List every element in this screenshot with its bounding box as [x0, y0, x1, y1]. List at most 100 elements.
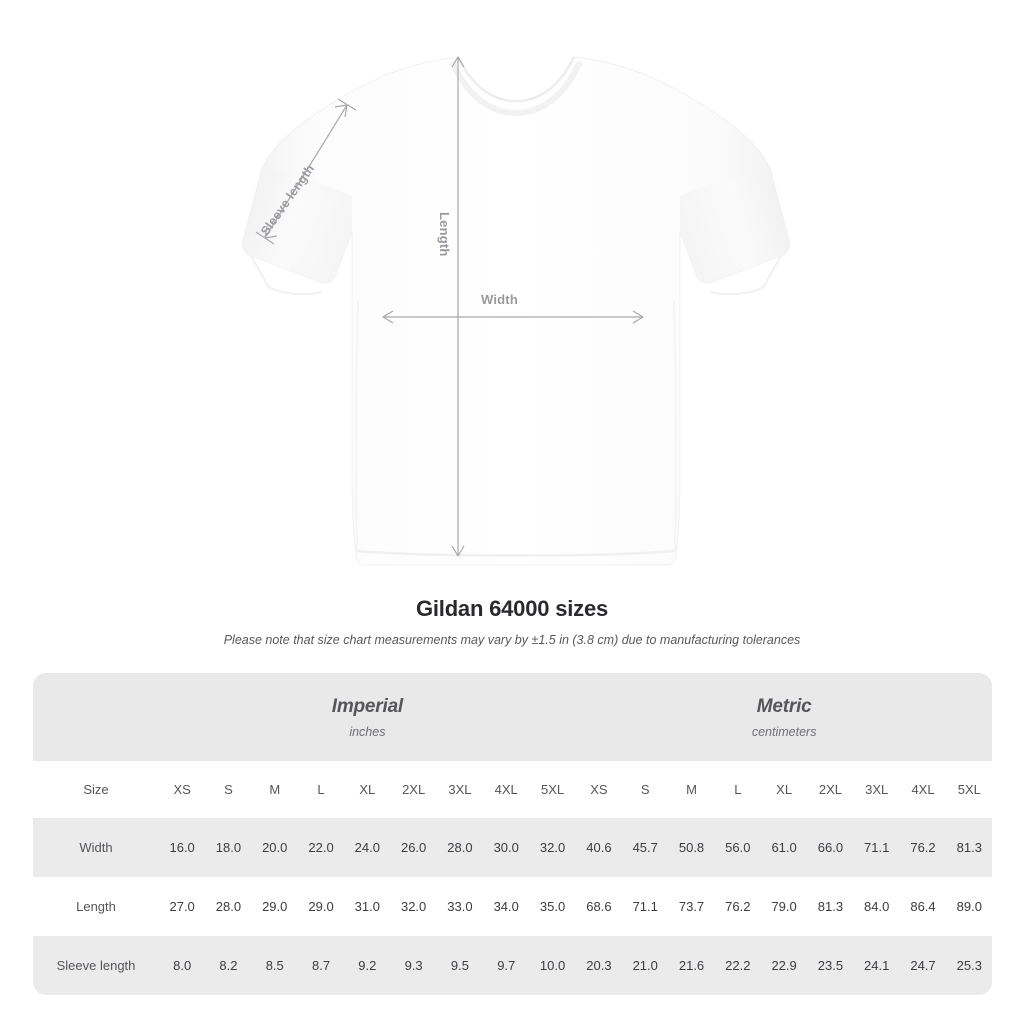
measurement-cell: 27.0 — [159, 877, 206, 936]
measurement-cell: 9.5 — [436, 936, 484, 995]
title-block: Gildan 64000 sizes Please note that size… — [0, 596, 1024, 647]
size-column-header: S — [622, 761, 669, 818]
unit-system-metric: Metric centimeters — [575, 673, 992, 761]
measurement-cell: 20.3 — [575, 936, 623, 995]
measurement-cell: 33.0 — [436, 877, 484, 936]
measurement-cell: 28.0 — [436, 818, 484, 877]
sleeve-dimension-arrow — [255, 98, 357, 245]
tshirt-body-shape — [241, 56, 791, 566]
measurement-cell: 23.5 — [807, 936, 854, 995]
measurement-cell: 35.0 — [529, 877, 576, 936]
measurement-cell: 8.5 — [251, 936, 298, 995]
measurement-cell: 10.0 — [529, 936, 576, 995]
measurement-cell: 22.9 — [760, 936, 808, 995]
size-column-header: 3XL — [436, 761, 484, 818]
measurement-cell: 22.0 — [297, 818, 345, 877]
measurement-cell: 8.0 — [159, 936, 206, 995]
measurement-cell: 9.3 — [390, 936, 437, 995]
measurement-cell: 45.7 — [622, 818, 669, 877]
measurement-cell: 66.0 — [807, 818, 854, 877]
unit-system-metric-name: Metric — [756, 695, 812, 717]
measurement-cell: 40.6 — [575, 818, 623, 877]
measurement-cell: 71.1 — [622, 877, 669, 936]
size-column-header: XL — [344, 761, 391, 818]
length-label: Length — [437, 212, 452, 257]
measurement-cell: 24.7 — [899, 936, 947, 995]
table-row: Sleeve length 8.0 8.2 8.5 8.7 9.2 9.3 9.… — [33, 936, 992, 995]
size-column-header: M — [668, 761, 715, 818]
size-column-header: M — [251, 761, 298, 818]
tshirt-diagram: Width Length Sleeve length — [241, 56, 791, 566]
row-label-length: Length — [33, 877, 159, 936]
size-column-header: 4XL — [899, 761, 947, 818]
measurement-cell: 20.0 — [251, 818, 298, 877]
measurement-cell: 25.3 — [946, 936, 992, 995]
length-dimension-arrow — [451, 56, 465, 557]
measurement-cell: 61.0 — [760, 818, 808, 877]
row-label-sleeve-length: Sleeve length — [33, 936, 159, 995]
size-chart-table-wrapper: Imperial inches Metric centimeters Size … — [33, 673, 992, 995]
measurement-cell: 56.0 — [714, 818, 761, 877]
measurement-cell: 24.0 — [344, 818, 391, 877]
dimension-lines — [255, 56, 644, 557]
measurement-cell: 8.7 — [297, 936, 345, 995]
measurement-cell: 31.0 — [344, 877, 391, 936]
measurement-cell: 32.0 — [390, 877, 437, 936]
unit-system-imperial-unit: inches — [349, 724, 386, 739]
measurement-cell: 21.0 — [622, 936, 669, 995]
table-row: Length 27.0 28.0 29.0 29.0 31.0 32.0 33.… — [33, 877, 992, 936]
measurement-cell: 81.3 — [946, 818, 992, 877]
measurement-cell: 30.0 — [483, 818, 530, 877]
measurement-cell: 26.0 — [390, 818, 437, 877]
measurement-cell: 21.6 — [668, 936, 715, 995]
size-column-header: L — [297, 761, 345, 818]
measurement-cell: 32.0 — [529, 818, 576, 877]
measurement-cell: 9.2 — [344, 936, 391, 995]
tolerance-note: Please note that size chart measurements… — [223, 633, 801, 647]
unit-system-metric-unit: centimeters — [751, 724, 817, 739]
unit-header-spacer — [33, 673, 159, 761]
measurement-cell: 76.2 — [714, 877, 761, 936]
measurement-cell: 24.1 — [853, 936, 900, 995]
width-label: Width — [481, 292, 518, 307]
unit-system-imperial: Imperial inches — [159, 673, 576, 761]
measurement-cell: 84.0 — [853, 877, 900, 936]
measurement-cell: 16.0 — [159, 818, 206, 877]
measurement-cell: 29.0 — [251, 877, 298, 936]
table-row: Width 16.0 18.0 20.0 22.0 24.0 26.0 28.0… — [33, 818, 992, 877]
measurement-cell: 73.7 — [668, 877, 715, 936]
measurement-cell: 18.0 — [205, 818, 252, 877]
size-column-header: 5XL — [529, 761, 576, 818]
measurement-cell: 68.6 — [575, 877, 623, 936]
measurement-cell: 86.4 — [899, 877, 947, 936]
size-column-header: 2XL — [807, 761, 854, 818]
size-column-header: 4XL — [483, 761, 530, 818]
size-column-header: S — [205, 761, 252, 818]
measurement-cell: 8.2 — [205, 936, 252, 995]
measurement-cell: 22.2 — [714, 936, 761, 995]
page-title: Gildan 64000 sizes — [415, 596, 609, 621]
width-dimension-arrow — [382, 310, 644, 324]
tshirt-illustration — [241, 56, 791, 566]
size-column-header: 5XL — [946, 761, 992, 818]
measurement-cell: 89.0 — [946, 877, 992, 936]
measurement-cell: 28.0 — [205, 877, 252, 936]
size-column-header: 2XL — [390, 761, 437, 818]
measurement-cell: 76.2 — [899, 818, 947, 877]
size-header-cell: Size — [33, 761, 159, 818]
measurement-cell: 71.1 — [853, 818, 900, 877]
measurement-cell: 79.0 — [760, 877, 808, 936]
size-column-header: XS — [575, 761, 623, 818]
unit-system-imperial-name: Imperial — [331, 695, 404, 717]
size-column-header: XS — [159, 761, 206, 818]
size-chart-table: Imperial inches Metric centimeters Size … — [33, 673, 992, 995]
size-column-header: XL — [760, 761, 808, 818]
size-column-header: 3XL — [853, 761, 900, 818]
unit-system-header-row: Imperial inches Metric centimeters — [33, 673, 992, 761]
row-label-width: Width — [33, 818, 159, 877]
measurement-cell: 34.0 — [483, 877, 530, 936]
measurement-cell: 81.3 — [807, 877, 854, 936]
size-header-row: Size XS S M L XL 2XL 3XL 4XL 5XL XS S M … — [33, 761, 992, 818]
measurement-cell: 29.0 — [297, 877, 345, 936]
size-column-header: L — [714, 761, 761, 818]
